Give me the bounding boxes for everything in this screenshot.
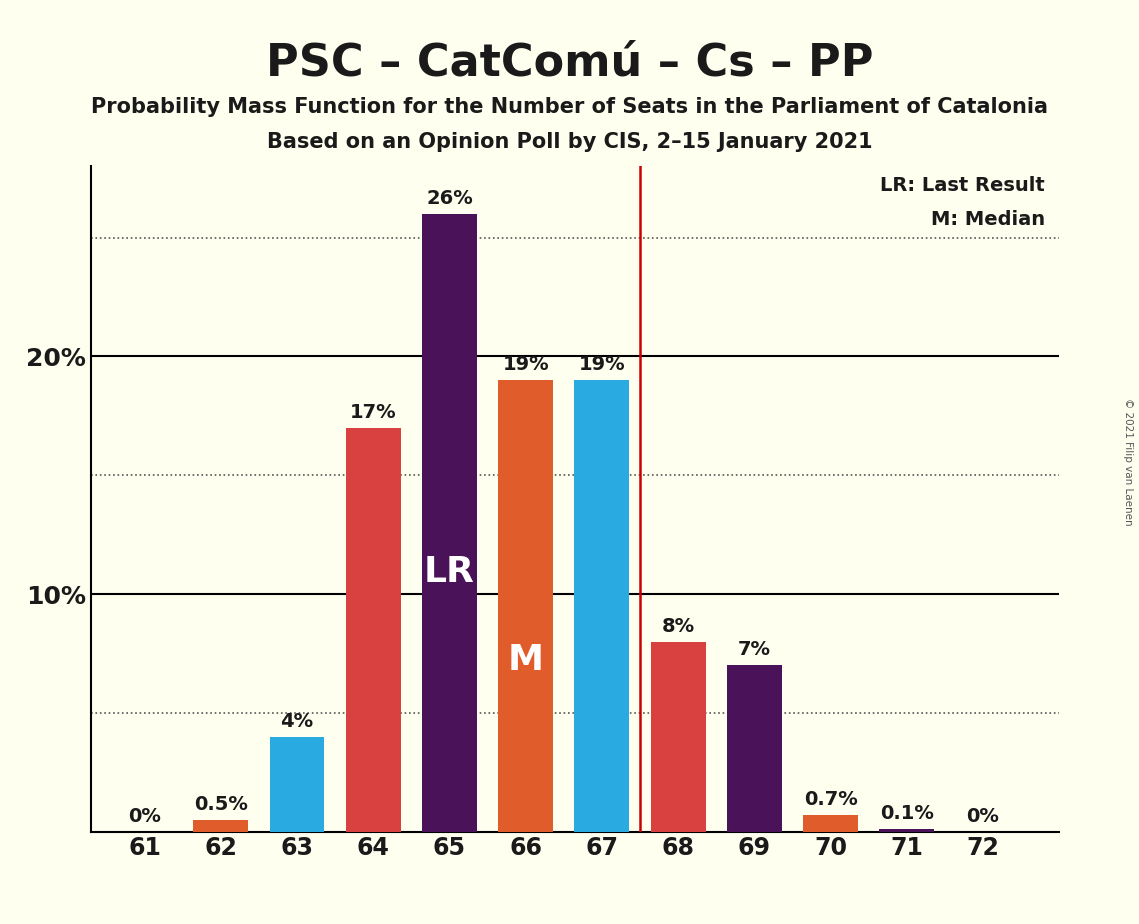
Bar xyxy=(879,829,934,832)
Text: LR: LR xyxy=(424,555,475,590)
Text: 26%: 26% xyxy=(426,188,473,208)
Text: 0%: 0% xyxy=(128,807,161,826)
Bar xyxy=(574,380,630,832)
Bar xyxy=(498,380,554,832)
Bar xyxy=(346,428,401,832)
Bar xyxy=(650,641,705,832)
Text: Based on an Opinion Poll by CIS, 2–15 January 2021: Based on an Opinion Poll by CIS, 2–15 Ja… xyxy=(267,132,872,152)
Text: 8%: 8% xyxy=(662,616,695,636)
Text: 19%: 19% xyxy=(502,355,549,374)
Text: M: M xyxy=(508,643,543,677)
Text: 0.1%: 0.1% xyxy=(879,804,934,823)
Text: M: Median: M: Median xyxy=(931,210,1044,228)
Bar xyxy=(270,736,325,832)
Text: 0%: 0% xyxy=(967,807,1000,826)
Text: 0.7%: 0.7% xyxy=(804,790,858,809)
Text: 17%: 17% xyxy=(350,403,396,421)
Text: PSC – CatComú – Cs – PP: PSC – CatComú – Cs – PP xyxy=(265,42,874,85)
Text: 0.5%: 0.5% xyxy=(194,795,247,814)
Bar xyxy=(803,815,858,832)
Text: 7%: 7% xyxy=(738,640,771,660)
Text: Probability Mass Function for the Number of Seats in the Parliament of Catalonia: Probability Mass Function for the Number… xyxy=(91,97,1048,117)
Bar xyxy=(194,820,248,832)
Bar xyxy=(727,665,781,832)
Bar xyxy=(421,213,477,832)
Text: LR: Last Result: LR: Last Result xyxy=(880,176,1044,195)
Text: 4%: 4% xyxy=(280,711,313,731)
Text: © 2021 Filip van Laenen: © 2021 Filip van Laenen xyxy=(1123,398,1133,526)
Text: 19%: 19% xyxy=(579,355,625,374)
